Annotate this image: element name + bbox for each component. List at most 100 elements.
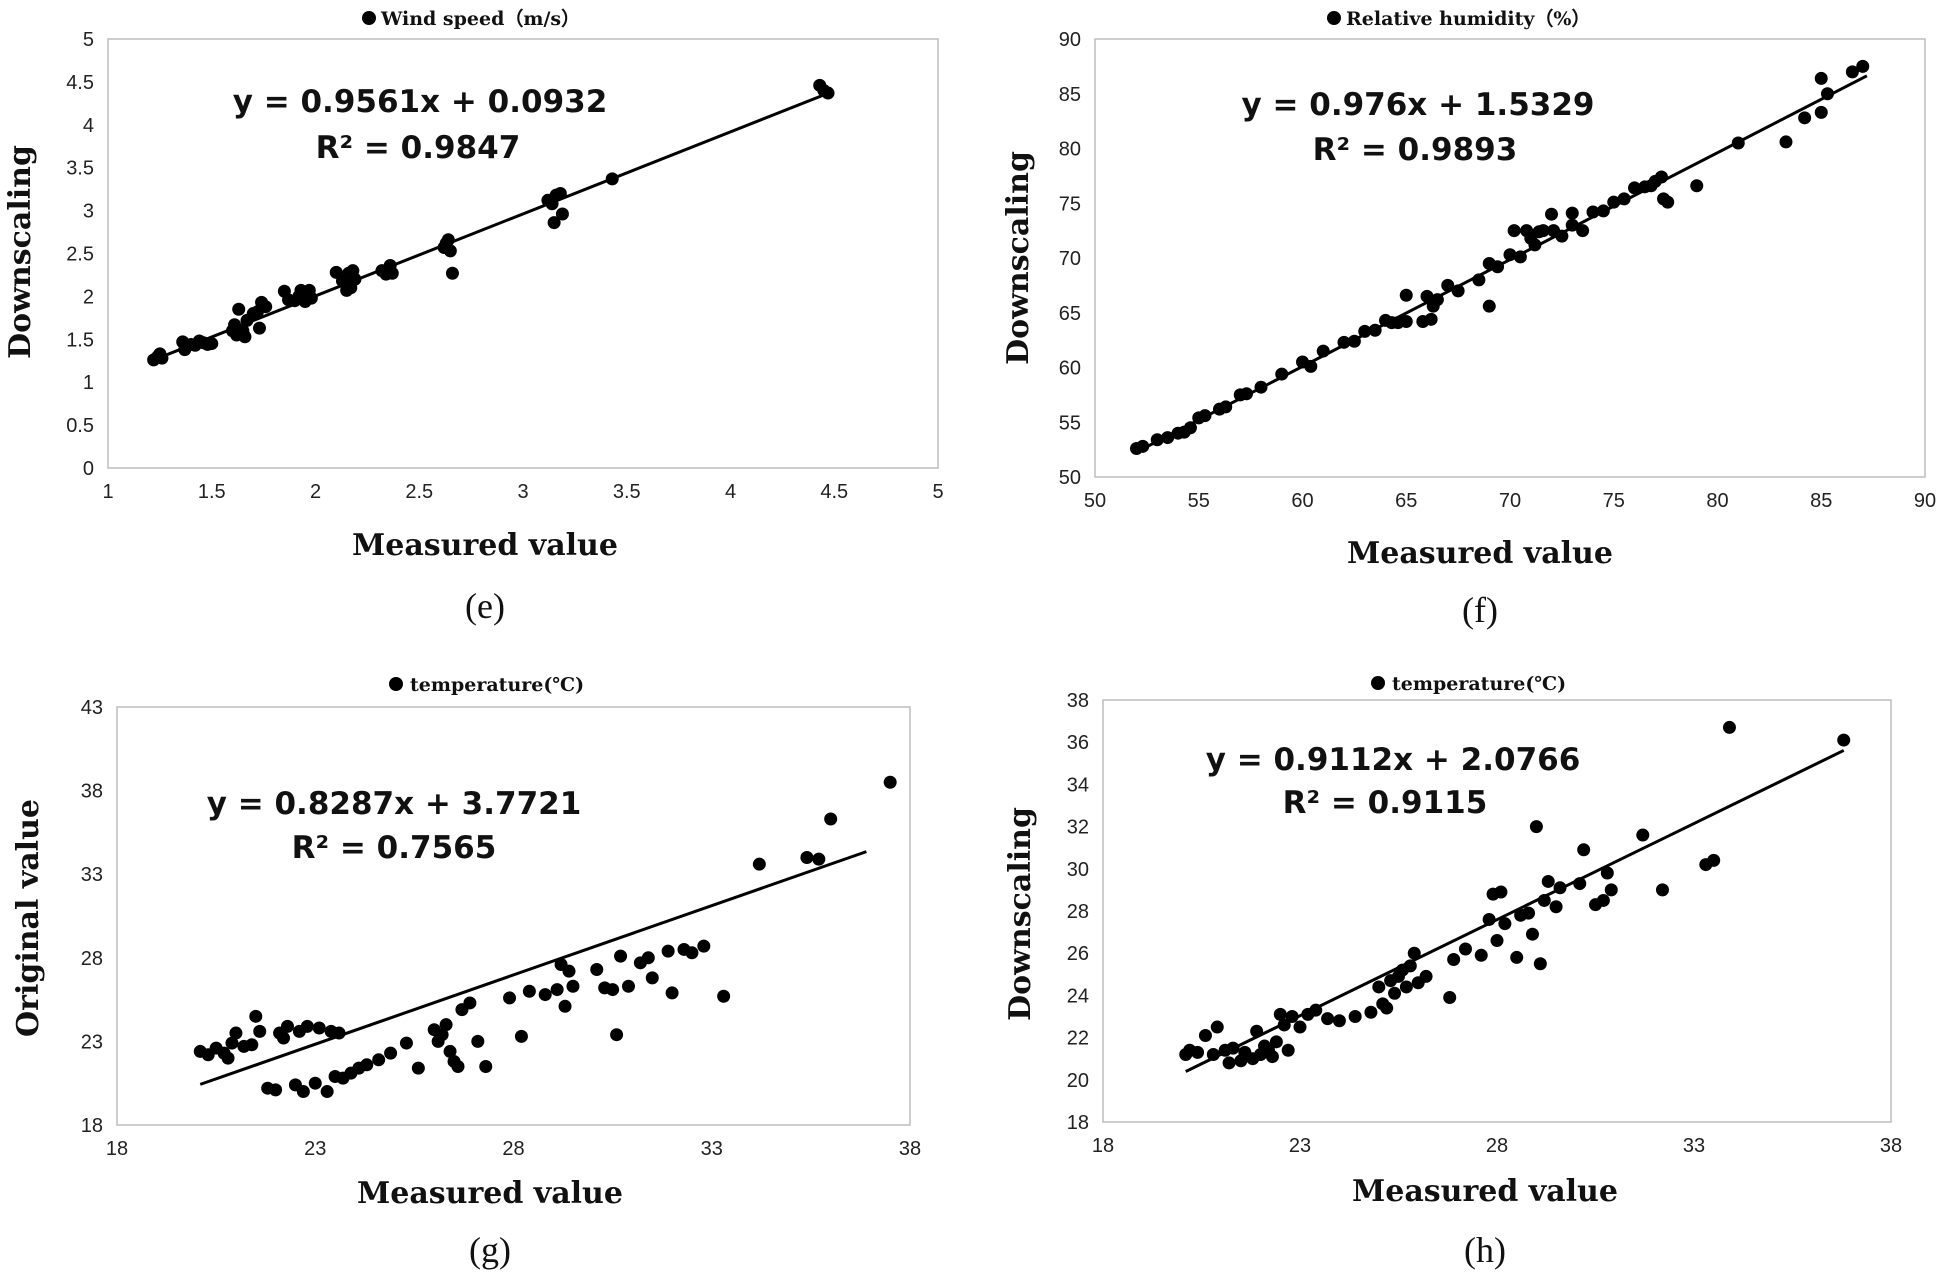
data-point-f <box>1513 250 1527 264</box>
data-point-f <box>1654 170 1668 184</box>
data-point-g <box>645 971 659 985</box>
data-point-f <box>1420 289 1434 303</box>
data-point-h <box>1198 1028 1212 1042</box>
y-tick-label-g: 28 <box>81 948 103 970</box>
y-tick-label-h: 28 <box>1067 901 1089 923</box>
y-axis-title-h: Downscaling <box>1003 807 1038 1021</box>
data-point-h <box>1498 917 1512 931</box>
equation-e: y = 0.9561x + 0.0932 <box>233 84 608 120</box>
data-point-h <box>1281 1043 1295 1057</box>
y-tick-label-h: 36 <box>1067 732 1089 754</box>
data-point-e <box>304 291 318 305</box>
data-points-h <box>1179 720 1851 1070</box>
data-point-e <box>553 186 567 200</box>
data-point-f <box>1198 409 1212 423</box>
plot-area-g <box>116 706 911 1126</box>
data-point-f <box>1690 179 1704 193</box>
y-tick-label-e: 3 <box>83 201 94 223</box>
data-point-g <box>463 996 477 1010</box>
y-ticks-g: 18 23 28 33 38 43 <box>81 697 103 1137</box>
data-point-h <box>1388 986 1402 1000</box>
y-tick-label-e: 4 <box>83 115 94 137</box>
data-point-g <box>332 1026 346 1040</box>
data-point-h <box>1309 1003 1323 1017</box>
data-point-g <box>443 1044 457 1058</box>
data-point-f <box>1798 111 1812 125</box>
data-point-g <box>360 1058 374 1072</box>
x-tick-label-e: 1.5 <box>198 481 226 503</box>
y-tick-label-h: 24 <box>1067 985 1089 1007</box>
data-point-h <box>1222 1056 1236 1070</box>
data-point-g <box>800 850 814 864</box>
data-point-e <box>238 330 252 344</box>
y-tick-label-f: 55 <box>1059 412 1081 434</box>
data-point-f <box>1430 293 1444 307</box>
data-point-h <box>1285 1010 1299 1023</box>
data-point-e <box>252 321 266 335</box>
y-tick-label-g: 23 <box>81 1031 103 1053</box>
data-point-f <box>1565 206 1579 220</box>
data-point-h <box>1482 912 1496 926</box>
trendline-e <box>153 91 831 362</box>
data-point-g <box>641 951 655 965</box>
y-tick-label-e: 0 <box>83 458 94 480</box>
x-ticks-f: 50 55 60 65 70 75 80 85 90 <box>1084 490 1936 512</box>
data-point-e <box>385 266 399 280</box>
equation-f: y = 0.976x + 1.5329 <box>1241 87 1594 123</box>
data-point-f <box>1576 224 1590 238</box>
data-point-g <box>312 1021 326 1035</box>
data-point-g <box>558 999 572 1013</box>
data-point-h <box>1577 843 1591 857</box>
x-tick-label-h: 23 <box>1289 1135 1311 1157</box>
y-tick-label-g: 18 <box>81 1115 103 1137</box>
x-axis-title-g: Measured value <box>357 1176 623 1211</box>
panel-label-e: (e) <box>465 586 505 626</box>
data-point-e <box>153 347 167 361</box>
x-tick-label-g: 28 <box>502 1138 524 1160</box>
y-tick-label-f: 75 <box>1059 193 1081 215</box>
x-tick-label-g: 23 <box>304 1138 326 1160</box>
y-tick-label-f: 50 <box>1059 467 1081 489</box>
data-point-f <box>1441 278 1455 292</box>
x-ticks-e: 1 1.5 2 2.5 3 3.5 4 4.5 5 <box>102 481 943 503</box>
x-tick-label-h: 38 <box>1880 1135 1902 1157</box>
x-tick-label-e: 3 <box>517 481 528 503</box>
y-tick-label-e: 2.5 <box>66 244 94 266</box>
data-points-f <box>1130 59 1870 456</box>
data-point-g <box>479 1059 493 1073</box>
data-point-h <box>1206 1047 1220 1061</box>
data-point-h <box>1458 942 1472 956</box>
data-point-e <box>232 302 246 316</box>
data-point-f <box>1316 344 1330 358</box>
legend-h: temperature(℃) <box>1392 673 1566 695</box>
data-point-g <box>253 1024 267 1038</box>
data-point-h <box>1332 1014 1346 1028</box>
y-tick-label-f: 85 <box>1059 84 1081 106</box>
x-tick-label-f: 75 <box>1603 490 1625 512</box>
data-point-f <box>1528 238 1542 252</box>
data-point-f <box>1337 335 1351 349</box>
x-tick-label-f: 65 <box>1395 490 1417 512</box>
data-point-h <box>1226 1041 1240 1055</box>
data-point-g <box>590 963 604 977</box>
x-tick-label-e: 3.5 <box>613 481 641 503</box>
data-point-g <box>562 964 576 978</box>
x-tick-label-h: 18 <box>1092 1135 1114 1157</box>
y-tick-label-e: 5 <box>83 29 94 51</box>
data-point-g <box>503 991 517 1005</box>
data-point-f <box>1814 71 1828 85</box>
x-tick-label-e: 2 <box>310 481 321 503</box>
y-tick-label-e: 1.5 <box>66 329 94 351</box>
data-point-f <box>1304 359 1318 373</box>
r-squared-f: R² = 0.9893 <box>1313 132 1518 168</box>
data-point-f <box>1368 323 1382 337</box>
data-point-g <box>471 1034 485 1048</box>
data-point-h <box>1273 1007 1287 1021</box>
x-tick-label-f: 50 <box>1084 490 1106 512</box>
data-point-h <box>1529 820 1543 834</box>
panel-label-h: (h) <box>1464 1230 1506 1270</box>
data-point-e <box>441 233 455 247</box>
data-point-h <box>1636 828 1650 842</box>
data-point-h <box>1604 883 1618 897</box>
data-point-g <box>550 983 564 997</box>
